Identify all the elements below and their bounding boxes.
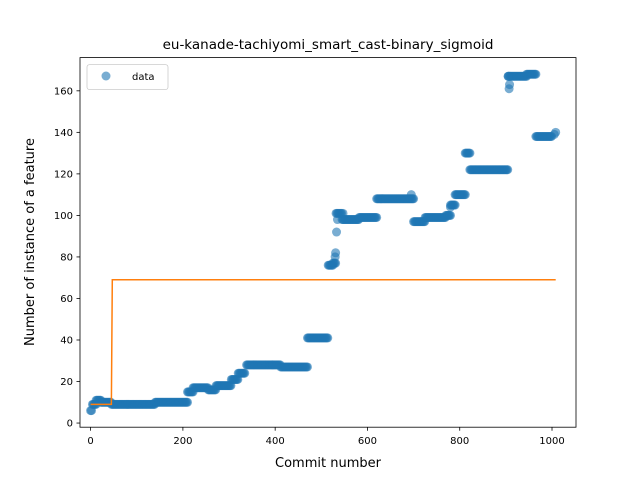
data-point [302, 362, 312, 372]
data-point [446, 210, 455, 220]
data-point [446, 202, 455, 212]
data-point [332, 227, 342, 237]
y-tick-label: 60 [60, 294, 73, 305]
y-tick-label: 120 [54, 169, 73, 180]
x-tick-label: 800 [450, 436, 469, 447]
data-point [406, 190, 416, 200]
chart-title: eu-kanade-tachiyomi_smart_cast-binary_si… [163, 37, 494, 53]
data-point [240, 368, 250, 378]
scatter-points [86, 69, 561, 416]
legend-label: data [132, 72, 155, 83]
y-tick-label: 0 [67, 419, 73, 430]
x-axis-label: Commit number [275, 456, 382, 471]
data-point [465, 148, 475, 158]
data-point [460, 190, 470, 200]
y-tick-label: 40 [60, 335, 73, 346]
plot-frame [79, 57, 577, 428]
x-tick-label: 0 [87, 436, 93, 447]
x-tick-label: 1000 [539, 436, 564, 447]
y-tick-label: 80 [60, 252, 73, 263]
legend-marker [101, 71, 111, 81]
data-point [505, 80, 515, 90]
data-point [372, 212, 382, 222]
legend: data [86, 64, 169, 90]
legend-frame [86, 64, 169, 90]
data-point [531, 69, 541, 79]
y-axis-ticks: 0 20 40 60 80 100 120 140 160 [54, 86, 80, 430]
data-point [549, 129, 559, 139]
y-tick-label: 140 [54, 128, 73, 139]
x-tick-label: 600 [358, 436, 377, 447]
data-point [332, 215, 342, 225]
y-tick-label: 100 [54, 211, 73, 222]
data-point [503, 165, 513, 175]
step-line-path [90, 279, 556, 406]
y-tick-label: 20 [60, 377, 73, 388]
data-point [503, 71, 513, 81]
data-point [338, 208, 348, 218]
x-tick-label: 200 [173, 436, 192, 447]
data-point [183, 397, 193, 407]
data-point [323, 333, 333, 343]
y-tick-label: 160 [54, 86, 73, 97]
data-point [331, 248, 341, 258]
x-tick-label: 400 [266, 436, 285, 447]
step-line [90, 279, 556, 406]
x-axis-ticks: 0 200 400 600 800 1000 [87, 427, 565, 447]
y-axis-label: Number of instance of a feature [23, 138, 38, 346]
